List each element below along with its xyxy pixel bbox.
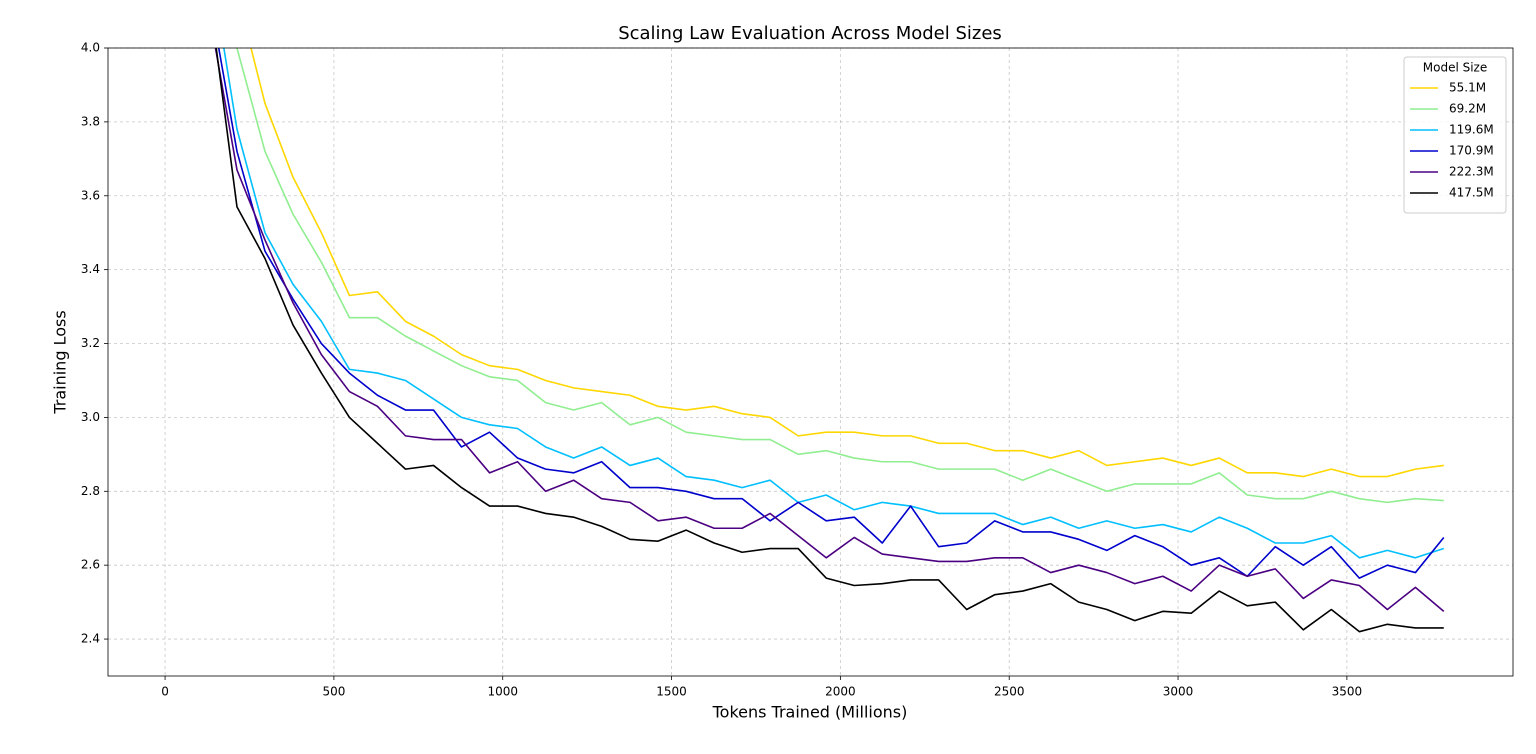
legend-label: 119.6M — [1449, 123, 1494, 137]
grid — [108, 47, 1513, 676]
y-tick-label: 2.4 — [81, 632, 100, 646]
legend-title: Model Size — [1423, 61, 1487, 75]
series-line — [215, 48, 1444, 633]
x-tick-label: 3500 — [1332, 685, 1363, 699]
x-tick-label: 2500 — [994, 685, 1025, 699]
x-axis-label: Tokens Trained (Millions) — [712, 703, 908, 722]
axes: 0 500 1000 1500 2000 2500 3000 3500 2.4 2.6 2.8 3.0… — [81, 41, 1362, 699]
legend-box — [1403, 56, 1507, 214]
y-tick-label: 4.0 — [81, 41, 100, 55]
series-line — [223, 48, 1445, 559]
series-line — [236, 48, 1444, 504]
legend-label: 55.1M — [1449, 81, 1486, 95]
legend-label: 222.3M — [1449, 165, 1494, 179]
y-tick-label: 3.2 — [81, 336, 100, 350]
legend-label: 417.5M — [1449, 186, 1494, 200]
chart-title: Scaling Law Evaluation Across Model Size… — [618, 23, 1002, 44]
y-tick-label: 2.6 — [81, 558, 100, 572]
y-axis-label: Training Loss — [51, 310, 70, 414]
plot-frame — [107, 47, 1514, 677]
plot-area — [214, 48, 1445, 633]
y-tick-label: 2.8 — [81, 484, 100, 498]
legend-label: 69.2M — [1449, 102, 1486, 116]
x-tick-label: 1500 — [656, 685, 687, 699]
x-tick-label: 2000 — [825, 685, 856, 699]
x-tick-label: 3000 — [1163, 685, 1194, 699]
series-line — [214, 48, 1445, 612]
series-line — [217, 48, 1445, 579]
x-tick-label: 0 — [161, 685, 169, 699]
x-tick-label: 500 — [322, 685, 345, 699]
y-tick-label: 3.8 — [81, 114, 100, 128]
legend-label: 170.9M — [1449, 144, 1494, 158]
legend: Model Size 55.1M 69.2M 119.6M 170.9M 222.3M 41… — [1403, 56, 1507, 214]
y-tick-label: 3.6 — [81, 188, 100, 202]
y-tick-label: 3.0 — [81, 410, 100, 424]
x-tick-label: 1000 — [487, 685, 518, 699]
y-tick-label: 3.4 — [81, 262, 100, 276]
series-line — [250, 48, 1444, 478]
